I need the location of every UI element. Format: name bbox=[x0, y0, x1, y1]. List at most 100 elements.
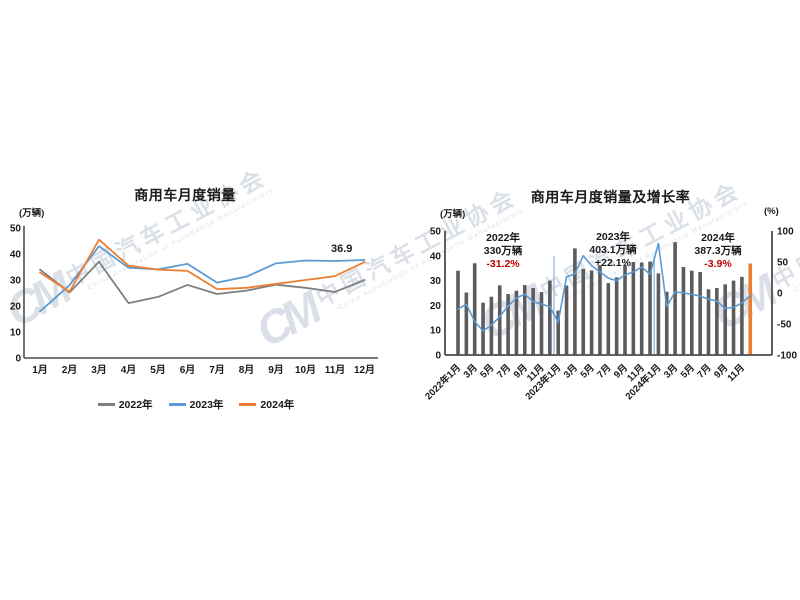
x-tick-label: 2022年1月 bbox=[423, 362, 464, 403]
legend-item: 2023年 bbox=[168, 397, 224, 412]
annotation-year: 2024年 bbox=[701, 232, 735, 244]
annotation-growth: -31.2% bbox=[486, 258, 520, 270]
sales-bar bbox=[548, 280, 552, 355]
legend-label: 2023年 bbox=[189, 399, 224, 411]
sales-bar bbox=[623, 264, 627, 355]
y-tick-label-left: 30 bbox=[430, 276, 442, 287]
sales-bar bbox=[514, 290, 519, 355]
y-tick-label-left: 20 bbox=[430, 301, 442, 312]
legend-item: 2024年 bbox=[239, 397, 294, 412]
sales-bar bbox=[523, 285, 527, 355]
x-tick-label: 7月 bbox=[695, 362, 713, 380]
sales-bar bbox=[472, 263, 477, 355]
y-tick-label: 0 bbox=[15, 354, 21, 365]
sales-bar bbox=[598, 265, 602, 355]
sales-bar bbox=[556, 310, 560, 355]
y-tick-label-right: 100 bbox=[777, 227, 794, 238]
left-chart-unit-label: (万辆) bbox=[19, 208, 45, 219]
x-tick-label: 11月 bbox=[725, 362, 747, 384]
sales-bar bbox=[656, 273, 661, 355]
left-chart-title: 商用车月度销量 bbox=[134, 187, 236, 203]
x-tick-label: 9月 bbox=[268, 364, 284, 376]
annotation-growth: +22.1% bbox=[595, 257, 631, 269]
legend-swatch bbox=[239, 403, 257, 406]
annotation-2022: 2022年 330万辆 -31.2% bbox=[448, 232, 558, 271]
x-tick-label: 7月 bbox=[209, 364, 225, 376]
sales-bar bbox=[464, 292, 469, 355]
sales-bar bbox=[698, 271, 702, 355]
annotation-growth: -3.9% bbox=[704, 258, 732, 270]
sales-bar bbox=[639, 262, 644, 355]
x-tick-label: 8月 bbox=[239, 364, 255, 376]
sales-bar bbox=[748, 263, 753, 355]
right-chart-title: 商用车月度销量及增长率 bbox=[530, 189, 691, 205]
legend-label: 2024年 bbox=[260, 399, 295, 411]
legend-swatch bbox=[97, 403, 115, 406]
growth-line bbox=[457, 242, 752, 332]
x-tick-label: 5月 bbox=[478, 362, 496, 380]
legend-item: 2022年 bbox=[97, 397, 153, 412]
annotation-volume: 330万辆 bbox=[483, 245, 523, 257]
right-chart-unit-left: (万辆) bbox=[440, 209, 466, 220]
sales-bar bbox=[531, 288, 535, 355]
sales-bar bbox=[606, 283, 611, 355]
sales-bar bbox=[740, 276, 744, 355]
x-tick-label: 6月 bbox=[180, 364, 196, 376]
y-tick-label-right: 0 bbox=[777, 289, 783, 300]
sales-bar bbox=[731, 280, 736, 355]
y-tick-label-left: 0 bbox=[435, 351, 441, 362]
sales-bar bbox=[456, 270, 460, 355]
y-tick-label-left: 50 bbox=[430, 227, 442, 238]
sales-bar bbox=[715, 288, 719, 355]
x-tick-label: 4月 bbox=[121, 364, 137, 376]
x-tick-label: 10月 bbox=[295, 364, 316, 376]
x-tick-label: 5月 bbox=[679, 362, 697, 380]
y-tick-label: 40 bbox=[10, 250, 22, 261]
sales-bar bbox=[539, 292, 544, 355]
y-tick-label: 10 bbox=[10, 328, 22, 339]
x-tick-label: 11月 bbox=[325, 364, 346, 376]
legend-swatch bbox=[168, 403, 186, 406]
annotation-volume: 387.3万辆 bbox=[694, 245, 742, 257]
x-tick-label: 5月 bbox=[578, 362, 596, 380]
x-tick-label: 3月 bbox=[91, 364, 107, 376]
sales-bar bbox=[581, 268, 586, 355]
series-line-2024年 bbox=[39, 238, 366, 293]
sales-bar bbox=[564, 285, 569, 355]
annotation-year: 2022年 bbox=[486, 232, 520, 244]
sales-bar bbox=[573, 248, 577, 355]
sales-bar bbox=[673, 242, 677, 355]
x-tick-label: 5月 bbox=[150, 364, 166, 376]
y-tick-label-right: -50 bbox=[777, 320, 792, 331]
sales-bar bbox=[614, 277, 619, 355]
x-tick-label: 3月 bbox=[462, 362, 480, 380]
x-tick-label: 1月 bbox=[32, 364, 48, 376]
annotation-2024: 2024年 387.3万辆 -3.9% bbox=[663, 232, 773, 271]
x-tick-label: 3月 bbox=[662, 362, 680, 380]
y-tick-label: 20 bbox=[10, 302, 22, 313]
x-tick-label: 3月 bbox=[562, 362, 580, 380]
x-tick-label: 7月 bbox=[595, 362, 613, 380]
y-tick-label: 50 bbox=[10, 224, 22, 235]
x-tick-label: 12月 bbox=[354, 364, 375, 376]
sales-bar bbox=[690, 270, 694, 355]
annotation-2023: 2023年 403.1万辆 +22.1% bbox=[558, 231, 668, 270]
y-tick-label-right: 50 bbox=[777, 258, 789, 269]
y-tick-label-right: -100 bbox=[777, 351, 797, 362]
legend: 2022年 2023年 2024年 bbox=[10, 397, 382, 412]
annotation-volume: 403.1万辆 bbox=[589, 244, 637, 256]
annotation-year: 2023年 bbox=[596, 231, 630, 243]
sales-bar bbox=[481, 302, 485, 355]
sales-bar bbox=[706, 289, 711, 355]
end-value-label: 36.9 bbox=[331, 243, 353, 255]
sales-bar bbox=[664, 291, 669, 355]
sales-bar bbox=[723, 284, 727, 355]
sales-bar bbox=[681, 266, 686, 355]
legend-label: 2022年 bbox=[118, 399, 153, 411]
sales-bar bbox=[497, 285, 502, 355]
series-line-2022年 bbox=[39, 260, 366, 305]
right-chart-unit-right: (%) bbox=[764, 206, 779, 217]
sales-bar bbox=[648, 261, 652, 355]
right-chart-plot: 01020304050-100-500501002022年1月3月5月7月9月1… bbox=[423, 227, 798, 403]
